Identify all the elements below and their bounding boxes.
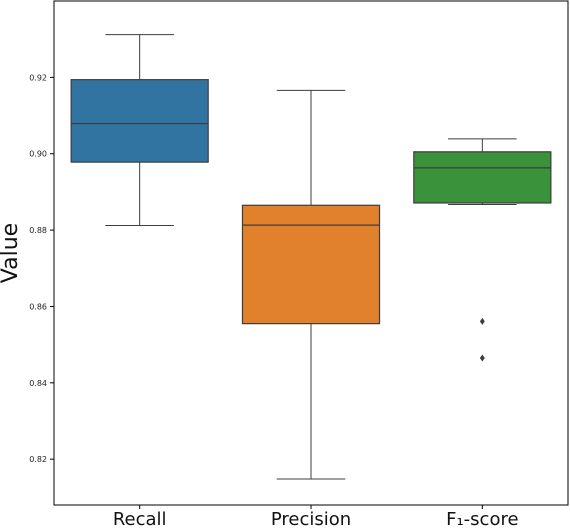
outlier-point <box>479 354 485 362</box>
box-1 <box>241 89 381 480</box>
y-tick-label: 0.84 <box>29 379 47 388</box>
y-tick-label: 0.88 <box>29 226 47 235</box>
y-tick-label: 0.92 <box>29 73 47 82</box>
box-iqr <box>70 79 209 163</box>
y-tick-label: 0.90 <box>29 150 47 159</box>
x-tick-label: Recall <box>113 509 167 528</box>
box-iqr <box>241 204 381 325</box>
x-axis: Recall Precision F₁-score <box>113 505 519 528</box>
box-2 <box>413 138 552 362</box>
box-0 <box>70 34 209 227</box>
outlier-point <box>479 317 485 325</box>
x-tick-label: F₁-score <box>446 509 518 528</box>
y-axis-label: Value <box>0 223 23 283</box>
box-iqr <box>413 151 552 204</box>
y-axis: 0.82 0.84 0.86 0.88 0.90 0.92 <box>29 73 54 464</box>
plot-area <box>53 0 569 506</box>
y-tick-label: 0.86 <box>29 302 47 311</box>
y-tick-label: 0.82 <box>29 455 47 464</box>
x-tick-label: Precision <box>271 509 351 528</box>
